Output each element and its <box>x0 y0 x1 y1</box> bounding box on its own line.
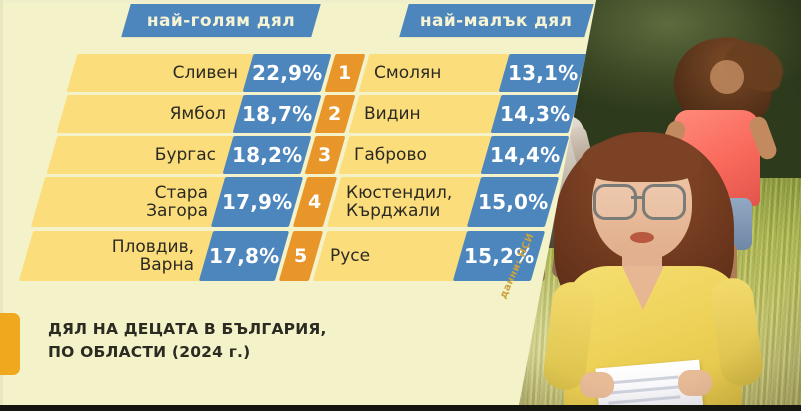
infographic-panel: най-голям дял най-малък дял Сливен 22,9%… <box>0 0 596 405</box>
header-smallest-share: най-малък дял <box>399 4 594 37</box>
region-label-left: Пловдив, Варна <box>111 236 194 275</box>
header-largest-share-label: най-голям дял <box>146 10 296 31</box>
value-right: 14,3% <box>490 95 580 133</box>
value-left: 18,2% <box>222 136 312 174</box>
value-left: 22,9% <box>242 54 332 92</box>
value-left: 17,9% <box>210 177 304 227</box>
background-photo <box>470 0 801 405</box>
region-label-right: Русе <box>330 245 371 266</box>
region-label-left: Бургас <box>154 144 216 165</box>
news-presenter <box>541 126 766 405</box>
region-label-left: Ямбол <box>169 103 226 124</box>
value-right: 13,1% <box>498 54 588 92</box>
region-label-right: Смолян <box>374 62 442 83</box>
region-label-right: Кюстендил, Кърджали <box>346 182 453 221</box>
region-label-right: Видин <box>364 103 421 124</box>
value-left: 17,8% <box>198 231 290 281</box>
bottom-letterbox-bar <box>0 405 801 411</box>
value-right: 15,0% <box>466 177 560 227</box>
header-smallest-share-label: най-малък дял <box>420 10 573 31</box>
region-label-right: Габрово <box>354 144 427 165</box>
accent-tab <box>0 313 20 375</box>
page-title: ДЯЛ НА ДЕЦАТА В БЪЛГАРИЯ, ПО ОБЛАСТИ (20… <box>48 320 327 362</box>
eyeglasses-left-lens <box>593 184 637 220</box>
eyeglasses-right-lens <box>642 184 686 220</box>
region-label-left: Стара Загора <box>146 182 208 221</box>
region-label-left: Сливен <box>172 62 238 83</box>
header-largest-share: най-голям дял <box>121 4 321 37</box>
value-right: 14,4% <box>480 136 570 174</box>
panel-left-edge <box>0 0 3 405</box>
value-left: 18,7% <box>232 95 322 133</box>
